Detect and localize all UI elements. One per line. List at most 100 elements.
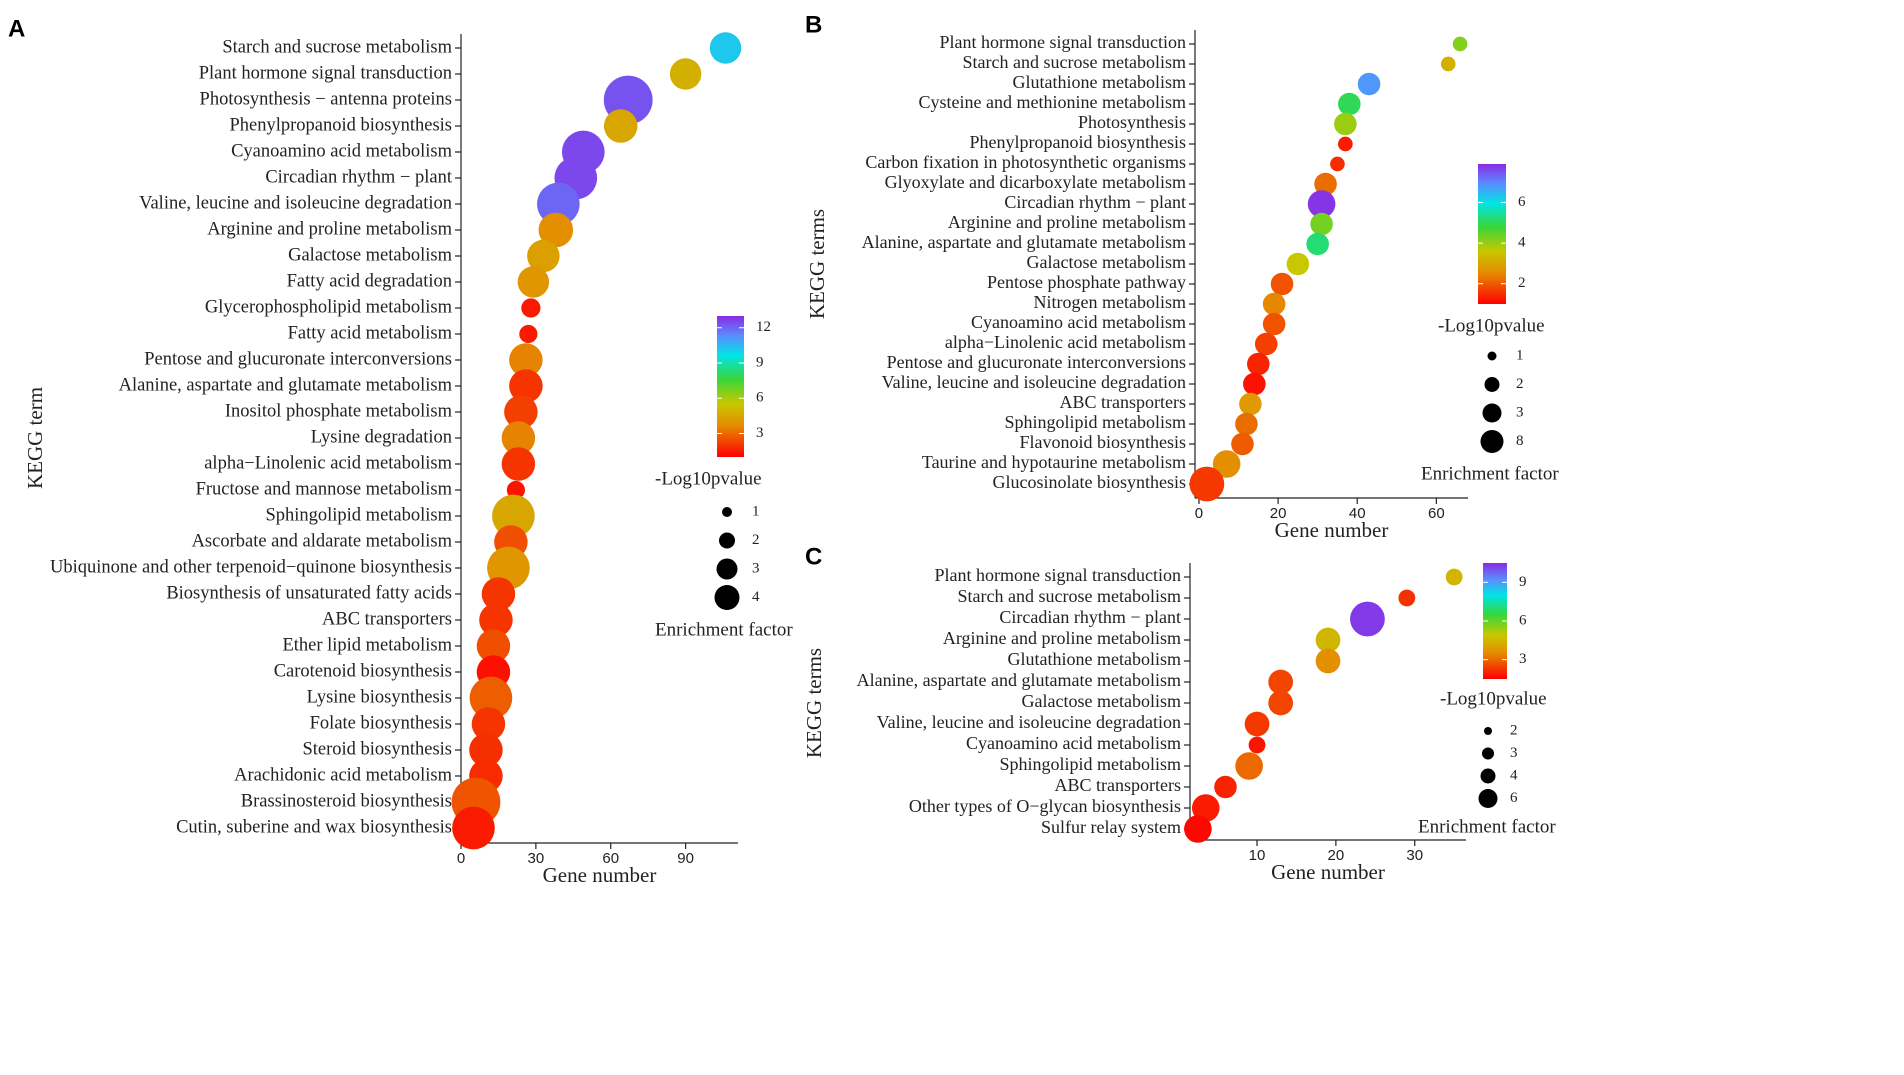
data-point — [603, 109, 638, 143]
size-legend-label: 2 — [752, 532, 760, 548]
kegg-term-label: ABC transporters — [1055, 775, 1181, 795]
kegg-term-label: Circadian rhythm − plant — [265, 167, 453, 187]
kegg-term-label: Glucosinolate biosynthesis — [993, 472, 1186, 492]
kegg-term-label: Glutathione metabolism — [1008, 649, 1181, 669]
data-point — [1314, 172, 1337, 196]
color-tick-label: 4 — [1518, 235, 1526, 251]
data-point — [1191, 794, 1220, 822]
size-legend-dot — [1484, 377, 1500, 392]
data-point — [1452, 36, 1468, 52]
color-legend-title: -Log10pvalue — [1438, 315, 1545, 336]
color-scale-bar — [1478, 164, 1506, 304]
color-tick-label: 3 — [1519, 651, 1527, 667]
data-point — [1254, 332, 1278, 356]
kegg-term-label: Steroid biosynthesis — [302, 739, 452, 759]
kegg-term-label: Galactose metabolism — [288, 245, 452, 265]
data-point — [1235, 752, 1263, 780]
y-axis-title: KEGG terms — [802, 648, 826, 758]
size-legend-label: 4 — [752, 589, 760, 605]
size-legend-dot — [1482, 747, 1494, 760]
color-tick-label: 2 — [1518, 275, 1526, 291]
kegg-term-label: Arachidonic acid metabolism — [234, 765, 452, 785]
color-legend-title: -Log10pvalue — [655, 468, 762, 489]
data-point — [669, 58, 702, 90]
kegg-term-label: Valine, leucine and isoleucine degradati… — [882, 372, 1186, 392]
x-tick-label: 30 — [528, 850, 545, 867]
data-point — [476, 629, 511, 663]
color-tick-label: 12 — [756, 319, 771, 335]
kegg-term-label: Ether lipid metabolism — [282, 635, 452, 655]
kegg-term-label: Fatty acid degradation — [287, 271, 452, 291]
data-point — [1248, 736, 1266, 754]
kegg-term-label: Arginine and proline metabolism — [948, 212, 1186, 232]
kegg-term-label: Folate biosynthesis — [310, 713, 452, 733]
size-legend-dot — [1480, 768, 1496, 784]
size-legend-dot — [1484, 727, 1492, 735]
data-point — [1286, 252, 1310, 276]
x-tick-label: 0 — [457, 850, 465, 867]
x-tick-label: 60 — [1428, 505, 1445, 522]
kegg-term-label: Cyanoamino acid metabolism — [971, 312, 1186, 332]
x-axis-title: Gene number — [1275, 518, 1389, 542]
data-point — [501, 421, 536, 455]
size-legend-label: 4 — [1510, 767, 1518, 783]
data-point — [1270, 272, 1294, 296]
color-legend-title: -Log10pvalue — [1440, 688, 1547, 709]
data-point — [506, 480, 526, 500]
kegg-term-label: Valine, leucine and isoleucine degradati… — [139, 193, 452, 213]
color-scale-bar — [717, 316, 744, 457]
kegg-term-label: Glycerophospholipid metabolism — [205, 297, 453, 317]
x-tick-label: 40 — [1349, 505, 1366, 522]
kegg-term-label: Alanine, aspartate and glutamate metabol… — [119, 375, 453, 395]
kegg-term-label: Pentose and glucuronate interconversions — [887, 352, 1186, 372]
kegg-term-label: Sulfur relay system — [1041, 817, 1181, 837]
data-point — [504, 395, 538, 429]
size-legend-title: Enrichment factor — [1421, 463, 1559, 484]
kegg-term-label: Glyoxylate and dicarboxylate metabolism — [885, 172, 1186, 192]
x-tick-label: 20 — [1328, 847, 1345, 864]
kegg-term-label: alpha−Linolenic acid metabolism — [204, 453, 452, 473]
data-point — [1310, 212, 1333, 236]
size-legend-title: Enrichment factor — [1418, 816, 1556, 837]
data-point — [527, 239, 560, 273]
x-tick-label: 0 — [1195, 505, 1203, 522]
x-tick-label: 60 — [602, 850, 619, 867]
data-point — [492, 494, 535, 538]
data-point — [1338, 92, 1361, 116]
kegg-term-label: Plant hormone signal transduction — [199, 63, 452, 83]
kegg-term-label: Sphingolipid metabolism — [265, 505, 452, 525]
kegg-term-label: Galactose metabolism — [1027, 252, 1186, 272]
kegg-term-label: Lysine degradation — [311, 427, 452, 447]
y-axis-title: KEGG terms — [805, 209, 829, 319]
data-point — [709, 32, 742, 64]
size-legend-dot — [1482, 403, 1502, 423]
kegg-term-label: ABC transporters — [322, 609, 452, 629]
kegg-term-label: Flavonoid biosynthesis — [1019, 432, 1186, 452]
size-legend-dot — [1478, 789, 1498, 808]
kegg-term-label: Cutin, suberine and wax biosynthesis — [176, 817, 452, 837]
kegg-term-label: Taurine and hypotaurine metabolism — [922, 452, 1186, 472]
color-tick-label: 6 — [1519, 612, 1527, 628]
data-point — [1231, 432, 1254, 456]
kegg-term-label: Glutathione metabolism — [1013, 72, 1186, 92]
color-tick-label: 3 — [756, 425, 764, 441]
kegg-term-label: Brassinosteroid biosynthesis — [241, 791, 452, 811]
size-legend-label: 3 — [1510, 745, 1518, 761]
data-point — [1357, 72, 1381, 96]
kegg-term-label: Ascorbate and aldarate metabolism — [192, 531, 453, 551]
size-legend-label: 6 — [1510, 790, 1518, 806]
panel-label-c: C — [805, 543, 822, 570]
data-point — [1445, 568, 1463, 586]
data-point — [517, 266, 550, 298]
kegg-term-label: Lysine biosynthesis — [307, 687, 452, 707]
data-point — [1262, 292, 1286, 316]
kegg-term-label: Fructose and mannose metabolism — [196, 479, 453, 499]
data-point — [1244, 711, 1270, 737]
data-point — [509, 369, 543, 403]
data-point — [1184, 815, 1212, 843]
data-point — [1214, 775, 1237, 799]
kegg-term-label: Plant hormone signal transduction — [935, 565, 1181, 585]
kegg-term-label: Biosynthesis of unsaturated fatty acids — [166, 583, 452, 603]
kegg-term-label: Circadian rhythm − plant — [999, 607, 1181, 627]
data-point — [1338, 136, 1353, 152]
